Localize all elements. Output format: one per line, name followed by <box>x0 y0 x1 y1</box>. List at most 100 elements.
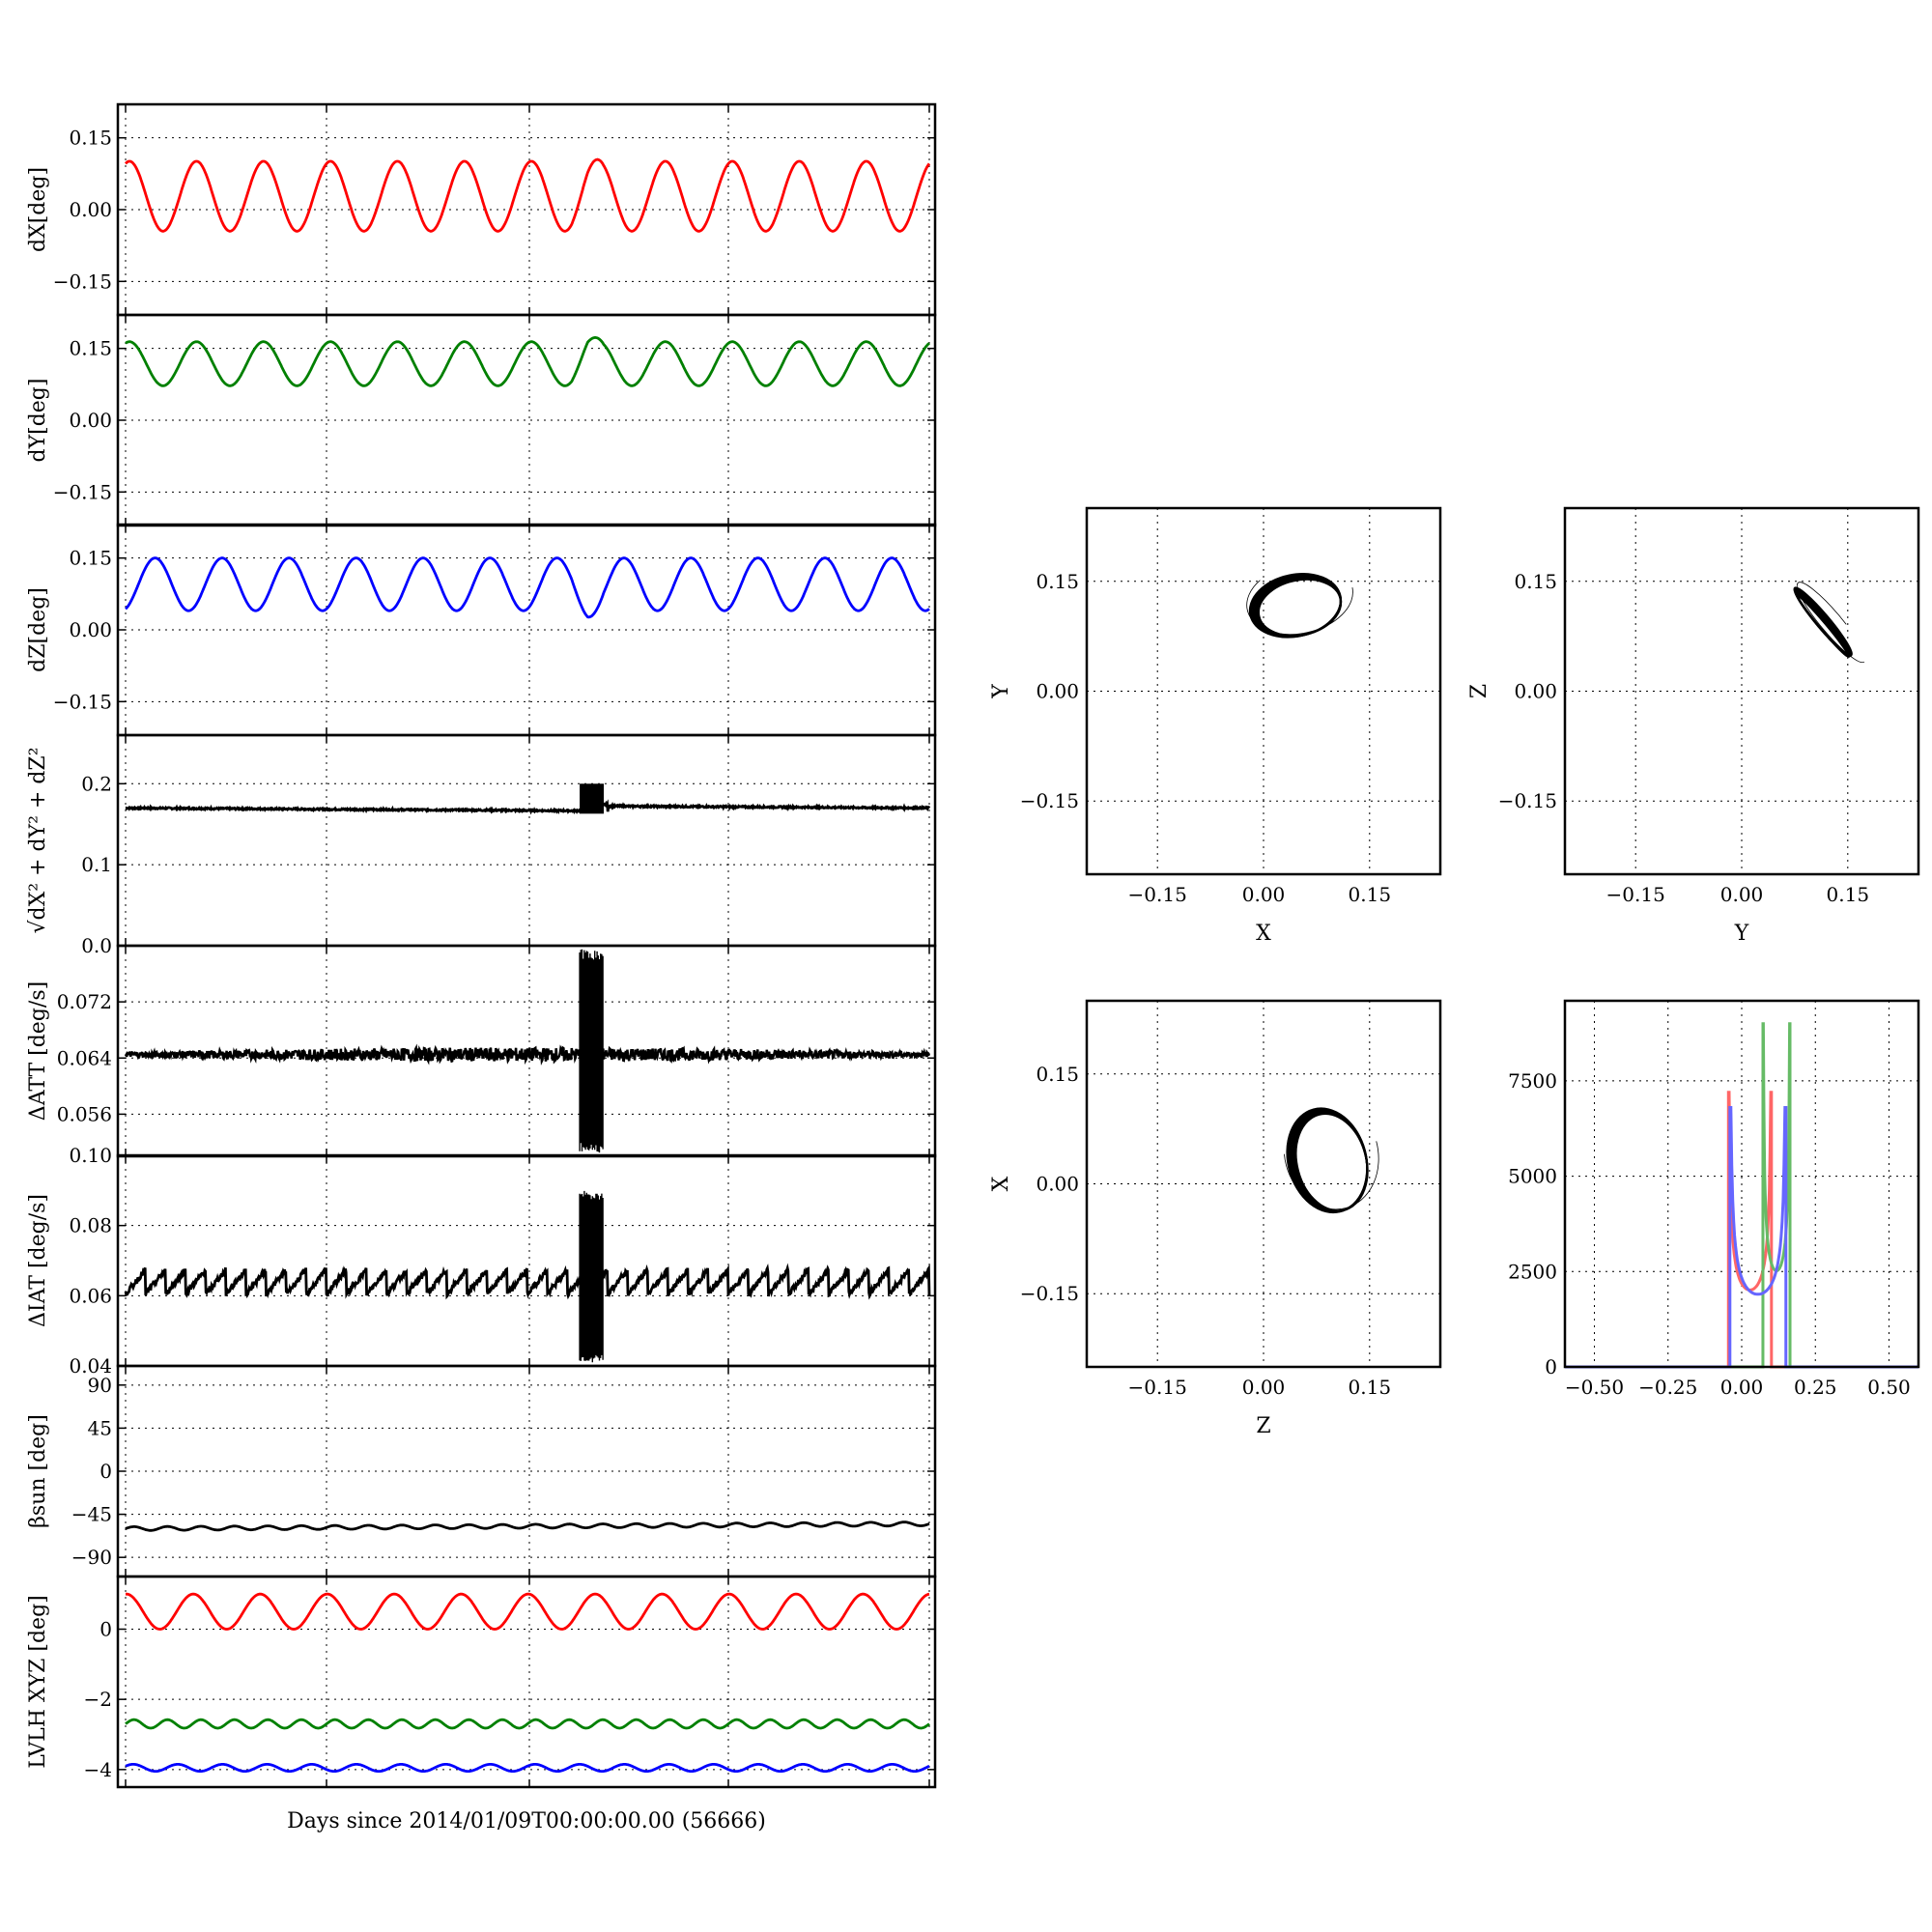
x-tick-label: −0.15 <box>1128 1376 1187 1399</box>
series-line <box>126 1592 930 1631</box>
y-tick-label: 0.00 <box>69 198 112 221</box>
y-axis-label: Z <box>1467 684 1492 698</box>
panel-frame <box>1563 999 1920 1369</box>
x-tick-label: −0.25 <box>1638 1376 1697 1399</box>
y-tick-label: −0.15 <box>1020 789 1079 812</box>
y-tick-label: −0.15 <box>53 270 112 293</box>
y-tick-label: −90 <box>71 1546 112 1569</box>
y-axis-label: X <box>989 1176 1013 1191</box>
y-tick-label: 0.072 <box>57 990 112 1013</box>
y-tick-label: 0.064 <box>57 1046 112 1069</box>
trajectory-outlier <box>1796 582 1866 664</box>
y-tick-label: −0.15 <box>1498 789 1557 812</box>
panel-frame <box>116 1153 937 1368</box>
series-line <box>124 1043 931 1066</box>
y-tick-label: 0.00 <box>69 618 112 641</box>
x-tick-label: 0.00 <box>1720 883 1764 906</box>
trajectory-outlier <box>1246 562 1353 636</box>
y-tick-label: 0.056 <box>57 1102 112 1125</box>
series-line <box>125 556 930 619</box>
y-tick-label: 0 <box>1545 1355 1557 1378</box>
y-axis-label: βsun [deg] <box>26 1414 50 1528</box>
x-tick-label: −0.50 <box>1565 1376 1624 1399</box>
y-tick-label: 0.15 <box>1036 570 1079 593</box>
y-tick-label: 0.15 <box>69 337 112 360</box>
y-tick-label: 0.15 <box>1036 1063 1079 1086</box>
y-axis-label: dZ[deg] <box>26 587 50 672</box>
y-axis-label: ΔIAT [deg/s] <box>26 1194 50 1327</box>
x-tick-label: 0.15 <box>1349 1376 1392 1399</box>
x-tick-label: −0.15 <box>1128 883 1187 906</box>
y-tick-label: 0.00 <box>1036 1173 1079 1196</box>
scatter-panel-YZ: −0.15 −0.15 0.00 0.00 0.15 0.15 Y Z <box>1467 506 1920 946</box>
x-tick-label: 0.15 <box>1349 883 1392 906</box>
y-tick-label: 5000 <box>1508 1165 1557 1188</box>
y-tick-label: 0.10 <box>69 1144 112 1167</box>
y-tick-label: −2 <box>84 1688 112 1711</box>
timeseries-panel-6: 0.10 0.08 0.06 0.04 ΔIAT [deg/s] <box>26 1144 937 1378</box>
y-tick-label: −45 <box>71 1503 112 1526</box>
y-tick-label: −0.15 <box>53 690 112 713</box>
x-tick-label: 0.25 <box>1794 1376 1837 1399</box>
trajectory-loop <box>1257 578 1343 638</box>
timeseries-panel-5: 0.072 0.064 0.056 ΔATT [deg/s] <box>26 944 937 1158</box>
y-tick-label: 2500 <box>1508 1260 1557 1283</box>
series-line <box>125 1763 930 1773</box>
y-tick-label: −4 <box>84 1758 112 1781</box>
x-axis-label: Y <box>1734 922 1749 946</box>
scatter-panel-ZX: −0.15 −0.15 0.00 0.00 0.15 0.15 Z X <box>989 999 1442 1438</box>
y-tick-label: 0.1 <box>81 853 112 876</box>
timeseries-panel-7: 90 45 0 −45 −90 βsun [deg] <box>26 1364 937 1578</box>
y-axis-label: LVLH XYZ [deg] <box>26 1595 50 1769</box>
y-tick-label: 45 <box>88 1416 112 1439</box>
y-tick-label: 0.08 <box>69 1214 112 1237</box>
y-tick-label: 0 <box>99 1460 112 1483</box>
y-tick-label: 0.00 <box>69 409 112 432</box>
panel-frame <box>1085 506 1442 876</box>
trajectory-loop <box>1294 1112 1369 1212</box>
anomaly-burst <box>579 1190 604 1363</box>
y-tick-label: 0.15 <box>69 127 112 150</box>
histogram-panel: −0.50 −0.25 0.00 0.25 0.50 7500 5000 2500 0 <box>1508 999 1920 1399</box>
x-tick-label: −0.15 <box>1606 883 1665 906</box>
x-axis-label: Days since 2014/01/09T00:00:00.00 (56666… <box>287 1809 766 1833</box>
x-axis-label: X <box>1256 922 1271 946</box>
histogram-series <box>1565 1106 1918 1369</box>
series-line <box>125 799 931 815</box>
y-tick-label: 0.15 <box>69 547 112 570</box>
y-tick-label: −0.15 <box>53 480 112 503</box>
panel-frame <box>1563 506 1920 876</box>
trajectory-outlier <box>1283 1096 1379 1210</box>
series-line <box>125 1520 930 1532</box>
x-axis-label: Z <box>1256 1414 1270 1438</box>
x-tick-label: 0.15 <box>1827 883 1870 906</box>
series-line <box>125 157 931 233</box>
series-line <box>125 335 930 387</box>
y-axis-label: Y <box>989 684 1013 699</box>
x-tick-label: 0.00 <box>1242 1376 1286 1399</box>
series-line <box>125 1718 930 1730</box>
y-axis-label: ΔATT [deg/s] <box>26 981 50 1121</box>
timeseries-panel-4: 0.2 0.1 0.0 √dX² + dY² + dZ² <box>26 733 937 957</box>
panel-frame <box>116 733 937 948</box>
y-tick-label: 0.2 <box>81 772 112 795</box>
timeseries-panel-8: 0 −2 −4 LVLH XYZ [deg] <box>26 1575 937 1789</box>
anomaly-burst <box>579 949 604 1153</box>
series-line <box>124 1263 931 1300</box>
panel-frame <box>116 1575 937 1789</box>
y-tick-label: 0.04 <box>69 1354 112 1378</box>
y-axis-label: dX[deg] <box>26 167 50 252</box>
histogram-series <box>1565 1022 1918 1369</box>
y-axis-label: dY[deg] <box>26 379 50 463</box>
y-tick-label: 90 <box>88 1374 112 1397</box>
y-tick-label: 0.15 <box>1514 570 1557 593</box>
y-tick-label: 0.0 <box>81 934 112 957</box>
y-tick-label: 0.00 <box>1514 680 1557 703</box>
panel-frame <box>1085 999 1442 1369</box>
y-tick-label: −0.15 <box>1020 1282 1079 1305</box>
y-tick-label: 7500 <box>1508 1069 1557 1093</box>
